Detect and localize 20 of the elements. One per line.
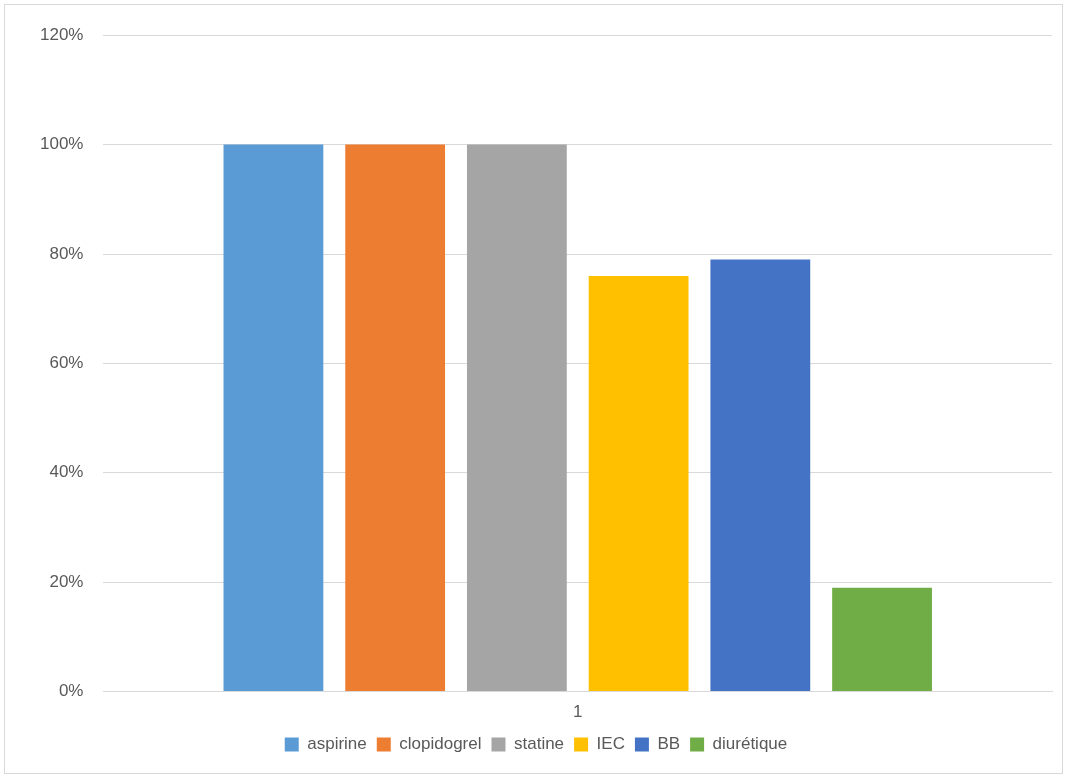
legend-label: diurétique: [712, 734, 788, 754]
bar: [588, 275, 689, 692]
y-tick-label: 120%: [40, 24, 84, 44]
bar: [223, 144, 324, 692]
legend-label: BB: [657, 734, 681, 754]
y-tick-label: 40%: [49, 462, 84, 482]
y-tick-label: 60%: [49, 353, 84, 373]
bar: [345, 144, 446, 692]
x-tick-label: 1: [573, 702, 583, 722]
y-tick-label: 100%: [40, 134, 84, 154]
y-tick-label: 0%: [58, 681, 84, 701]
bar: [710, 259, 811, 692]
legend-label: statine: [513, 734, 565, 754]
legend-label: aspirine: [307, 734, 367, 754]
y-tick-label: 20%: [49, 571, 84, 591]
bar: [466, 144, 567, 692]
bar: [832, 587, 932, 692]
y-tick-label: 80%: [49, 243, 84, 263]
legend-label: IEC: [596, 734, 625, 754]
legend-label: clopidogrel: [399, 734, 482, 754]
